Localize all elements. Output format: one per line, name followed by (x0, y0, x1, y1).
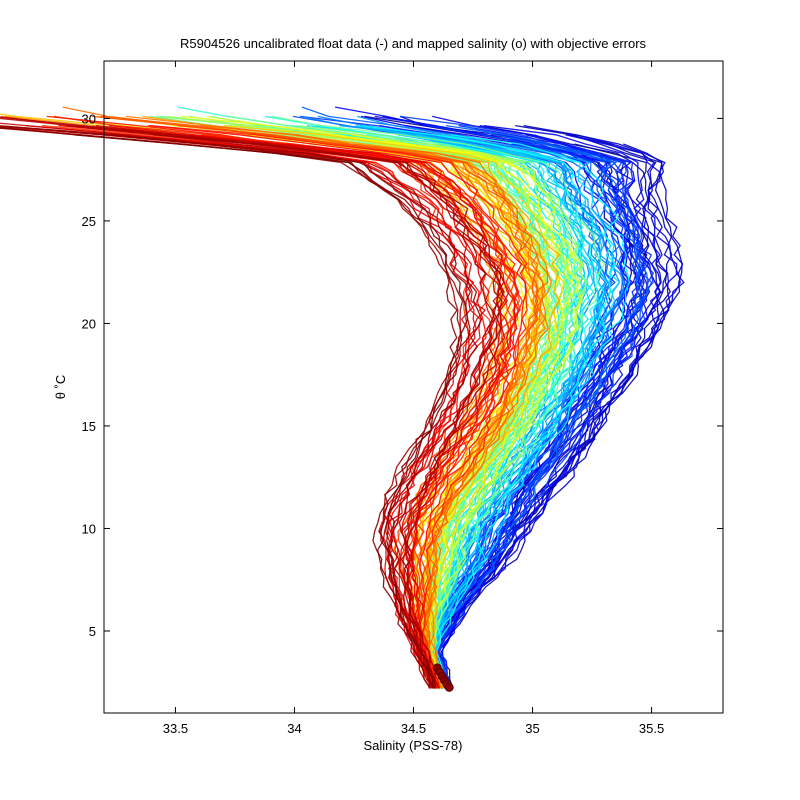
profile-line (428, 134, 631, 689)
y-tick-label: 5 (89, 624, 96, 639)
profile-line (0, 125, 472, 689)
profile-line (177, 124, 539, 689)
y-tick-label: 30 (82, 111, 96, 126)
profile-line (0, 127, 462, 689)
profile-line (189, 124, 540, 689)
x-axis-ticks: 33.5 34 34.5 35 35.5 (163, 61, 664, 736)
profile-line (206, 134, 521, 689)
profile-line (428, 134, 621, 689)
chart-title: R5904526 uncalibrated float data (-) and… (180, 36, 647, 51)
profile-line (437, 134, 642, 689)
y-tick-label: 25 (82, 214, 96, 229)
profile-line (325, 143, 537, 689)
profile-line (434, 124, 640, 689)
x-tick-label: 34 (287, 721, 301, 736)
profile-line (111, 134, 487, 689)
profile-line (429, 124, 649, 689)
plot-area (0, 106, 685, 692)
profile-line (296, 124, 588, 689)
x-tick-label: 35 (525, 721, 539, 736)
profile-line (101, 115, 549, 689)
x-tick-label: 34.5 (401, 721, 426, 736)
y-axis-ticks: 5 10 15 20 25 30 (82, 111, 723, 639)
y-tick-label: 15 (82, 419, 96, 434)
x-axis-label: Salinity (PSS-78) (364, 738, 463, 753)
profile-line (223, 124, 565, 689)
profile-line (359, 124, 617, 689)
profile-line (397, 134, 594, 689)
profile-line (285, 143, 509, 689)
y-tick-label: 20 (82, 316, 96, 331)
profile-line (66, 124, 496, 689)
profile-line (432, 134, 612, 689)
profile-line (91, 115, 540, 689)
profile-line (148, 124, 528, 689)
y-axis-label: θ ˚C (53, 375, 68, 400)
y-tick-label: 10 (82, 521, 96, 536)
profile-line (350, 134, 583, 689)
profile-line (400, 115, 647, 689)
profile-line (53, 115, 524, 689)
profile-line (191, 134, 520, 689)
profile-line (109, 124, 518, 689)
x-tick-label: 33.5 (163, 721, 188, 736)
x-tick-label: 35.5 (639, 721, 664, 736)
mapped-salinity-point (444, 682, 454, 692)
profile-line (142, 115, 561, 689)
profile-line (153, 134, 505, 689)
profile-line (431, 134, 655, 689)
profile-line (438, 143, 653, 689)
mapped-salinity-markers (432, 663, 454, 692)
profile-line (0, 116, 503, 689)
profile-line (206, 115, 583, 689)
profile-line (201, 134, 521, 689)
profile-lines (0, 106, 685, 689)
profile-line (74, 134, 469, 689)
profile-line (0, 125, 483, 689)
profile-line (0, 125, 471, 689)
profile-line (351, 134, 587, 689)
profile-line (271, 115, 606, 689)
profile-line (0, 126, 458, 689)
